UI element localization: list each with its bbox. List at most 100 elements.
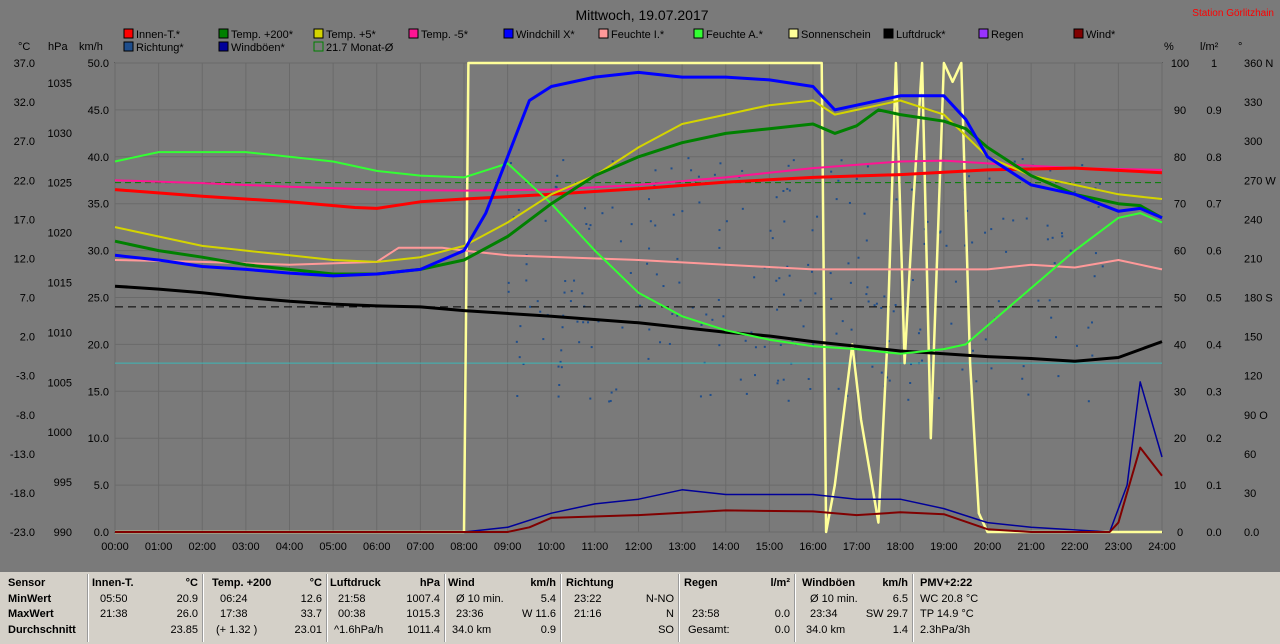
- station-name: Station Görlitzhain: [1192, 8, 1274, 19]
- direction-dot: [536, 300, 539, 303]
- direction-dot: [518, 356, 521, 359]
- direction-dot: [777, 379, 780, 382]
- stats-cell-label: 21:38: [100, 608, 128, 620]
- direction-dot: [515, 340, 518, 343]
- direction-dot: [517, 208, 520, 211]
- divider: [444, 574, 446, 642]
- series-temp-5: [114, 99, 1163, 263]
- direction-dot: [921, 359, 924, 362]
- tick-time: 09:00: [494, 541, 522, 553]
- direction-dot: [830, 297, 833, 300]
- tick-time: 18:00: [886, 541, 914, 553]
- direction-dot: [671, 313, 674, 316]
- direction-dot: [681, 210, 684, 213]
- direction-dot: [507, 290, 510, 293]
- direction-dot: [880, 371, 883, 374]
- direction-dot: [807, 263, 810, 266]
- direction-dot: [590, 346, 593, 349]
- stats-col-luftdruck: Luftdruck hPa 21:58 1007.4 00:38 1015.3 ^1.6hP…: [330, 576, 446, 638]
- tick-direction: 240: [1244, 214, 1262, 226]
- direction-dot: [582, 321, 585, 324]
- direction-dot: [649, 220, 652, 223]
- direction-dot: [670, 167, 673, 170]
- direction-dot: [867, 300, 870, 303]
- direction-dot: [687, 157, 690, 160]
- legend-swatch: [123, 28, 134, 39]
- direction-dot: [787, 164, 790, 167]
- direction-dot: [1021, 377, 1024, 380]
- stats-unit: km/h: [530, 577, 556, 589]
- legend-swatch: [978, 28, 989, 39]
- divider: [326, 574, 328, 642]
- stats-cell-value: 23.01: [294, 623, 322, 636]
- stats-title: Temp. +200: [212, 577, 272, 589]
- direction-dot: [576, 320, 579, 323]
- direction-dot: [846, 394, 849, 397]
- direction-dot: [786, 265, 789, 268]
- direction-dot: [910, 363, 913, 366]
- stats-col-temp200: Temp. +200 °C 06:24 12.6 17:38 33.7 (+ 1.32 ) 2…: [212, 576, 328, 638]
- direction-dot: [988, 177, 991, 180]
- tick-rain: 0.6: [1206, 246, 1221, 258]
- direction-dot: [1013, 160, 1016, 163]
- direction-dot: [866, 286, 869, 289]
- stats-cell-value: 1007.4: [406, 592, 440, 605]
- stats-cell-label: 17:38: [220, 608, 248, 620]
- stats-cell-value: SW 29.7: [865, 608, 908, 620]
- stats-title: PMV+2:22: [920, 577, 973, 589]
- tick-time: 08:00: [450, 541, 478, 553]
- legend-label: Temp. +200*: [231, 29, 294, 41]
- direction-dot: [984, 338, 987, 341]
- tick-time: 14:00: [712, 541, 740, 553]
- tick-time: 05:00: [319, 541, 347, 553]
- tick-rain: 0.3: [1206, 386, 1221, 398]
- tick-temp: 32.0: [14, 97, 35, 109]
- direction-dot: [847, 262, 850, 265]
- stats-unit: hPa: [419, 577, 440, 589]
- tick-hpa: 1025: [48, 178, 72, 190]
- direction-dot: [788, 189, 791, 192]
- direction-dot: [865, 293, 868, 296]
- direction-dot: [691, 306, 694, 309]
- direction-dot: [1055, 336, 1058, 339]
- tick-hpa: 1005: [48, 377, 72, 389]
- stats-title: Windböen: [802, 577, 856, 589]
- tick-direction: 300: [1244, 136, 1262, 148]
- chart-title: Mittwoch, 19.07.2017: [575, 7, 708, 23]
- tick-rain: 0.4: [1206, 339, 1221, 351]
- direction-dot: [939, 230, 942, 233]
- reference-lines: [115, 182, 1162, 364]
- tick-temp: 12.0: [14, 253, 35, 265]
- tick-hpa: 1015: [48, 278, 72, 290]
- direction-dot: [1060, 232, 1063, 235]
- stats-cell-label: 23:58: [692, 608, 720, 620]
- direction-dot: [522, 363, 525, 366]
- stats-cell-label: 34.0 km: [806, 623, 846, 636]
- direction-dot: [787, 399, 790, 402]
- direction-dot: [894, 304, 897, 307]
- unit-rain: l/m²: [1200, 41, 1219, 53]
- direction-dot: [865, 239, 868, 242]
- direction-dot: [672, 213, 675, 216]
- direction-dot: [629, 271, 632, 274]
- legend-swatch: [1073, 28, 1084, 39]
- direction-dot: [718, 344, 721, 347]
- direction-dot: [709, 393, 712, 396]
- direction-dot: [1012, 219, 1015, 222]
- direction-dot: [779, 343, 782, 346]
- direction-dot: [799, 299, 802, 302]
- direction-dot: [909, 382, 912, 385]
- stats-title: Wind: [448, 577, 475, 589]
- tick-direction: 360 N: [1244, 58, 1273, 70]
- tick-time: 00:00: [101, 541, 129, 553]
- direction-dot: [919, 328, 922, 331]
- stats-title: Richtung: [566, 577, 614, 589]
- direction-dot: [697, 175, 700, 178]
- direction-dot: [792, 159, 795, 162]
- direction-dot: [1057, 375, 1060, 378]
- direction-dot: [573, 279, 576, 282]
- direction-dot: [964, 244, 967, 247]
- tick-time: 03:00: [232, 541, 260, 553]
- stats-sensor-col: Sensor MinWert MaxWert Durchschnitt: [8, 576, 88, 638]
- direction-dot: [557, 395, 560, 398]
